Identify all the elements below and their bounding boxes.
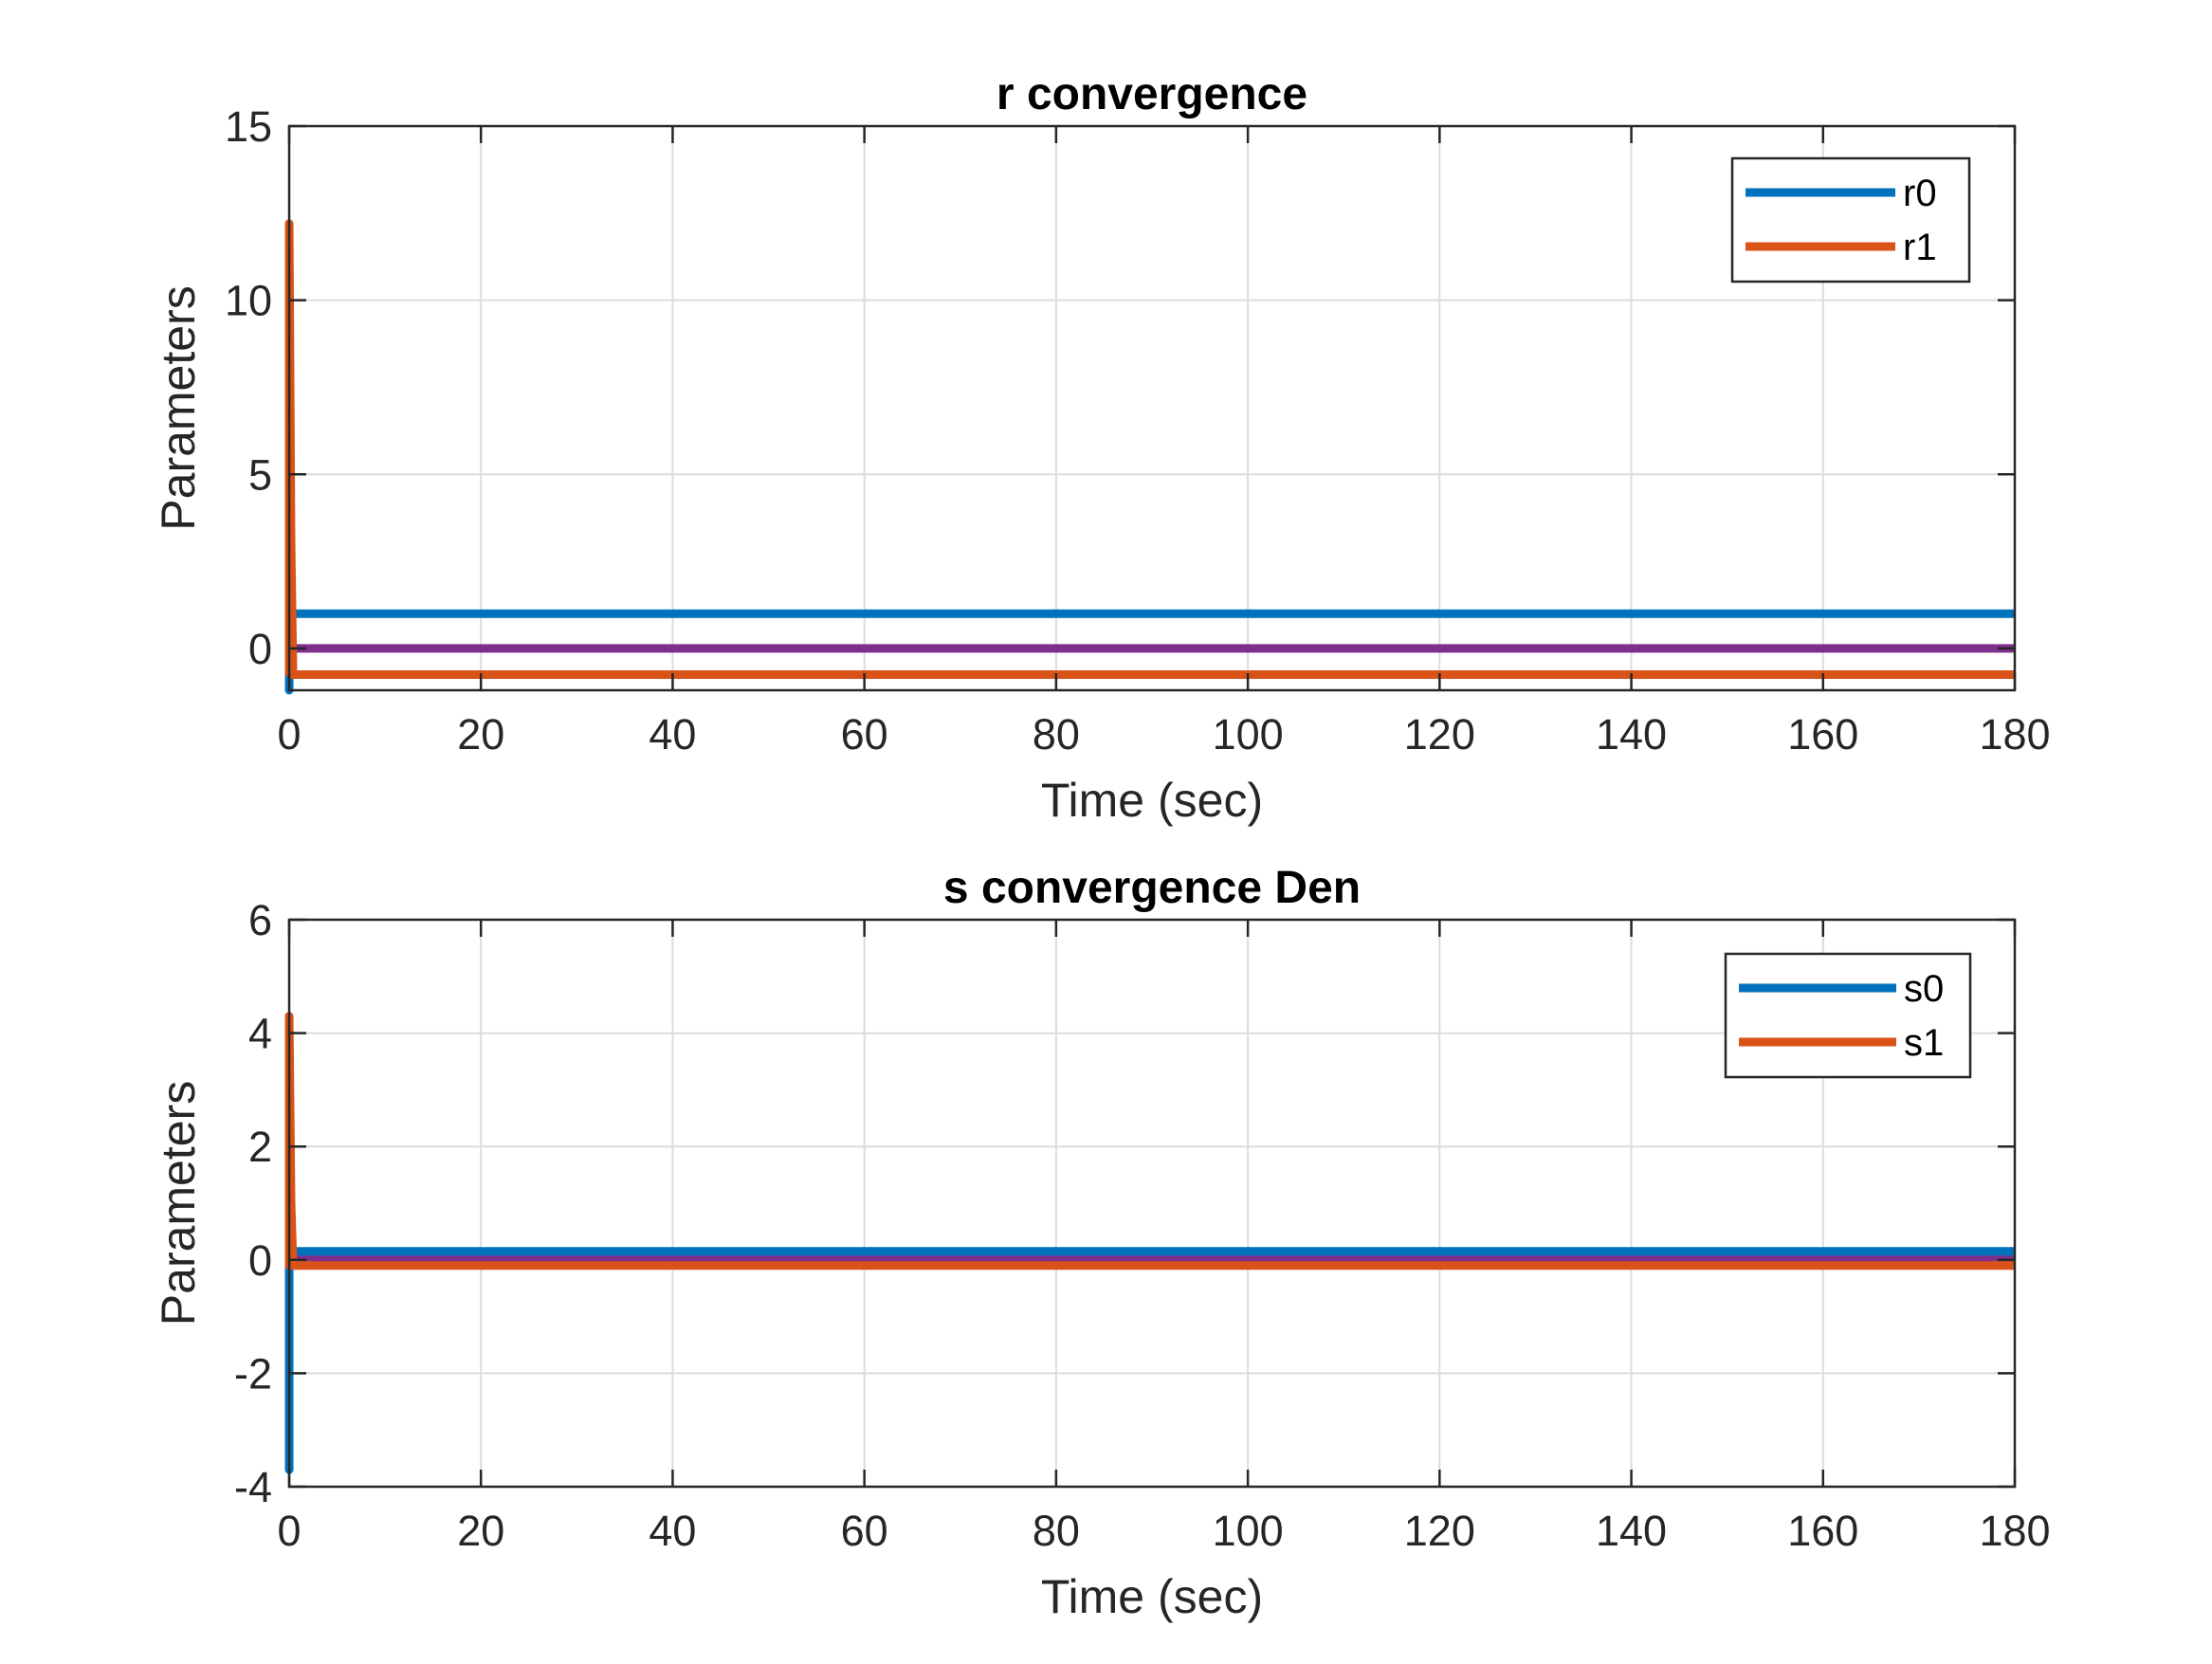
y-tick-label: 10 xyxy=(225,277,272,325)
legend-label: s0 xyxy=(1904,968,1944,1010)
legend: r0 r1 xyxy=(1730,156,1971,283)
tick-marks xyxy=(287,124,2017,690)
x-tick-label: 180 xyxy=(1979,710,2050,759)
x-tick-label: 80 xyxy=(1033,710,1080,759)
x-tick-label: 40 xyxy=(649,1507,696,1555)
y-tick-label: -4 xyxy=(234,1463,272,1511)
x-tick-label: 100 xyxy=(1213,710,1284,759)
chart-title: s convergence Den xyxy=(943,863,1361,913)
x-tick-label: 60 xyxy=(841,710,888,759)
x-tick-label: 140 xyxy=(1596,1507,1667,1555)
x-tick-label: 40 xyxy=(649,710,696,759)
y-tick-label: 6 xyxy=(248,896,272,944)
legend-label: r0 xyxy=(1903,173,1937,214)
legend-label: r1 xyxy=(1903,227,1937,268)
subplot-s-convergence-den: 0 20 40 60 80 100 120 140 160 180 -4 -2 0 2 4 6 s conv… xyxy=(152,863,2051,1623)
legend-entry: r0 xyxy=(1746,173,1937,214)
x-tick-label: 140 xyxy=(1596,710,1667,759)
x-axis-label: Time (sec) xyxy=(1041,1570,1263,1623)
y-axis-label: Parameters xyxy=(152,1081,205,1326)
y-tick-labels: 0 5 10 15 xyxy=(225,102,272,673)
legend-entry: s0 xyxy=(1739,968,1944,1010)
x-tick-label: 160 xyxy=(1787,1507,1858,1555)
y-tick-label: 0 xyxy=(248,625,272,673)
x-axis-label: Time (sec) xyxy=(1041,774,1263,827)
legend-box xyxy=(1724,952,1972,1079)
chart-title: r convergence xyxy=(996,69,1307,119)
x-tick-label: 100 xyxy=(1213,1507,1284,1555)
x-tick-label: 160 xyxy=(1787,710,1858,759)
x-tick-label: 60 xyxy=(841,1507,888,1555)
x-tick-label: 0 xyxy=(277,710,301,759)
y-tick-labels: -4 -2 0 2 4 6 xyxy=(234,896,272,1511)
x-tick-label: 20 xyxy=(457,1507,504,1555)
legend-box xyxy=(1730,156,1971,283)
y-tick-label: -2 xyxy=(234,1349,272,1398)
x-tick-label: 0 xyxy=(277,1507,301,1555)
x-tick-label: 120 xyxy=(1404,1507,1475,1555)
axes-frame xyxy=(287,124,2017,692)
y-tick-label: 4 xyxy=(248,1010,272,1058)
x-tick-labels: 0 20 40 60 80 100 120 140 160 180 xyxy=(277,1507,2050,1555)
x-tick-label: 120 xyxy=(1404,710,1475,759)
x-tick-label: 20 xyxy=(457,710,504,759)
subplot-r-convergence: 0 20 40 60 80 100 120 140 160 180 0 5 10 15 r conver… xyxy=(152,69,2051,827)
legend-label: s1 xyxy=(1904,1022,1944,1064)
legend-entry: r1 xyxy=(1746,227,1937,268)
y-tick-label: 0 xyxy=(248,1236,272,1285)
y-axis-label: Parameters xyxy=(152,285,205,530)
axes-frame xyxy=(287,918,2017,1489)
x-tick-labels: 0 20 40 60 80 100 120 140 160 180 xyxy=(277,710,2050,759)
legend-entry: s1 xyxy=(1739,1022,1944,1064)
x-tick-label: 180 xyxy=(1979,1507,2050,1555)
legend: s0 s1 xyxy=(1724,952,1972,1079)
x-tick-label: 80 xyxy=(1033,1507,1080,1555)
y-tick-label: 2 xyxy=(248,1123,272,1171)
y-tick-label: 5 xyxy=(248,450,272,499)
tick-marks xyxy=(287,918,2017,1489)
y-tick-label: 15 xyxy=(225,102,272,151)
